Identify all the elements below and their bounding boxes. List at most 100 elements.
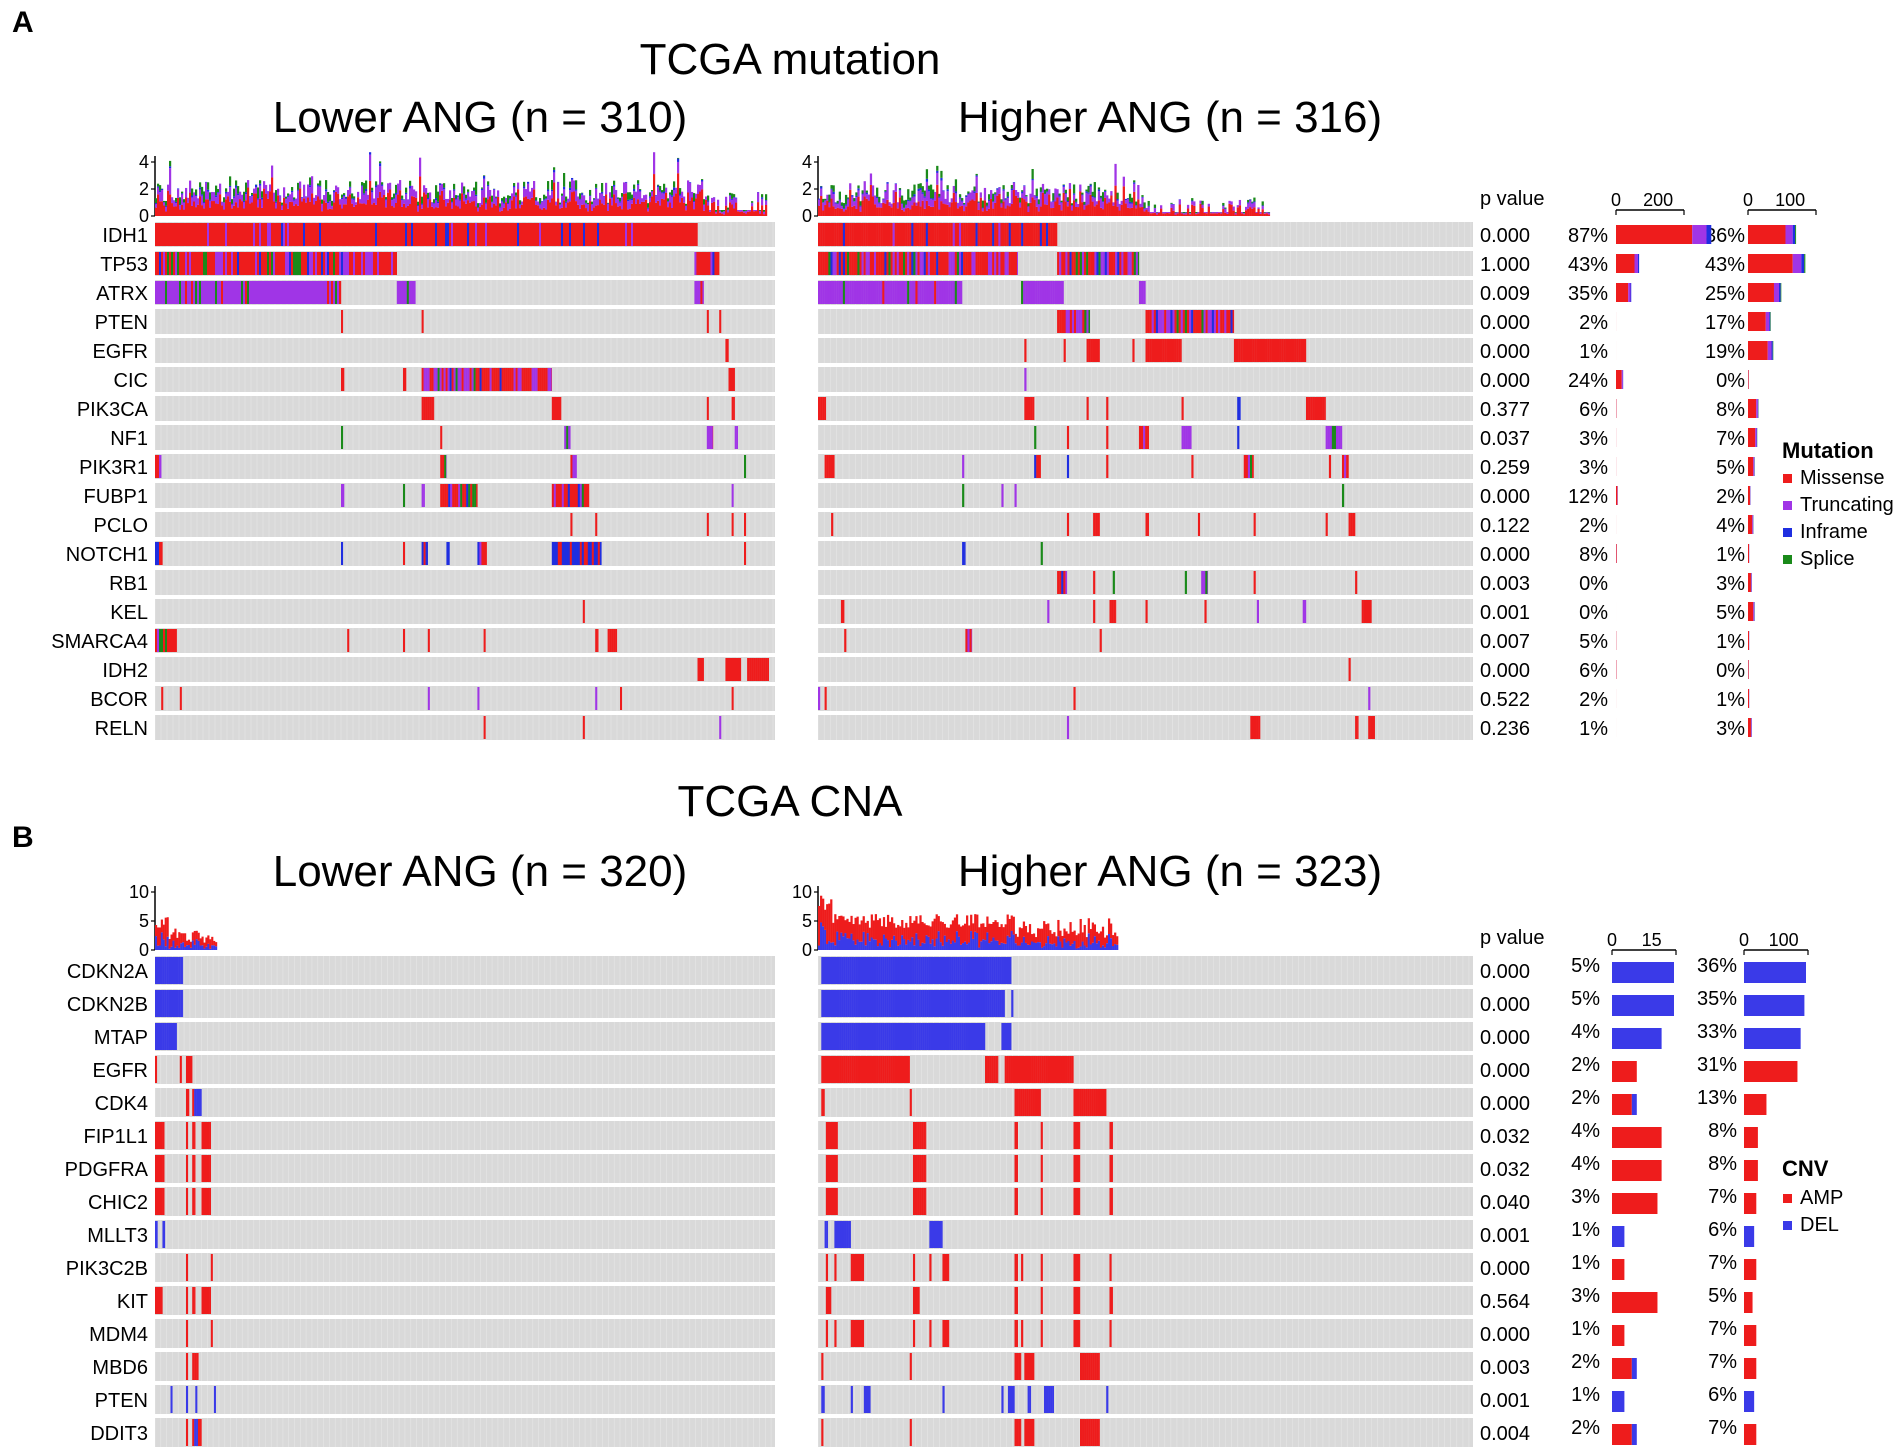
hist-bar-segment <box>411 196 414 216</box>
panel-a-row-tp53: TP53 1.000 43% 43% <box>100 251 1806 276</box>
hist-bar-segment <box>838 199 842 201</box>
hist-bar-segment <box>894 183 897 184</box>
hist-bar-segment <box>441 183 444 191</box>
hist-bar-segment <box>325 202 328 216</box>
hist-bar-segment <box>996 195 999 216</box>
lower-percent: 35% <box>1568 283 1608 305</box>
hist-bar-segment <box>603 196 606 205</box>
alteration-cell <box>169 281 172 304</box>
hist-bar-segment <box>1101 201 1105 203</box>
hist-bar-segment <box>705 196 708 200</box>
alteration-cell <box>515 368 518 391</box>
sample-grid-lower-CIC <box>154 367 774 392</box>
hist-bar-segment <box>503 202 506 204</box>
alteration-cell <box>929 223 933 246</box>
hist-bar-segment <box>888 202 891 206</box>
hist-bar-segment <box>940 170 943 178</box>
hist-bar-segment <box>459 200 462 209</box>
alteration-cell <box>1092 339 1096 362</box>
hist-bar-segment <box>741 211 744 216</box>
hist-bar-segment <box>295 198 298 205</box>
alteration-lower-CIC-3 <box>728 368 735 391</box>
alteration-cell <box>923 281 926 304</box>
hist-bar-segment <box>325 180 328 190</box>
alteration-cell <box>377 223 380 246</box>
alteration-cell <box>1090 252 1093 275</box>
hist-bar-segment <box>1077 203 1080 208</box>
alteration-cell <box>706 310 709 333</box>
alteration-cell <box>1172 310 1175 333</box>
hist-bar-segment <box>317 185 320 187</box>
alteration-cell <box>907 223 910 246</box>
hist-bar-segment <box>443 183 446 188</box>
hist-bar-segment <box>894 183 897 192</box>
alteration-cell <box>617 223 620 246</box>
hist-bar-segment <box>253 193 256 216</box>
hist-bar-segment <box>343 194 346 197</box>
hist-bar-segment <box>965 195 968 196</box>
hist-bar-segment <box>515 192 518 196</box>
alteration-cell <box>869 223 873 246</box>
hist-bar-segment <box>395 202 398 216</box>
hist-bar-segment <box>973 191 976 193</box>
hist-bar-segment <box>365 191 368 205</box>
alteration-cell <box>826 281 829 304</box>
hist-bar-segment <box>847 197 850 199</box>
hist-bar-segment <box>525 196 528 216</box>
hist-bar-segment <box>832 206 835 216</box>
hist-bar-segment <box>543 200 546 208</box>
alteration-cell <box>621 223 624 246</box>
alteration-cell <box>1166 310 1169 333</box>
hist-bar-segment <box>735 198 738 203</box>
hist-bar-segment <box>275 190 278 202</box>
hist-bar-segment <box>443 189 446 200</box>
hist-bar-segment <box>1251 201 1254 203</box>
hist-bar-segment <box>545 196 548 199</box>
hist-bar-segment <box>1000 202 1003 204</box>
hist-bar-segment <box>563 186 566 190</box>
hist-bar-segment <box>243 200 246 203</box>
hist-bar-segment <box>379 166 382 192</box>
hist-bar-segment <box>455 199 458 206</box>
hist-bar-segment <box>977 209 980 216</box>
hist-bar-segment <box>1066 202 1070 207</box>
hist-bar-segment <box>1222 206 1225 210</box>
hist-bar-segment <box>465 203 468 216</box>
hist-bar-segment <box>1164 212 1167 214</box>
sample-grid-higher-CIC <box>817 367 1472 392</box>
hist-bar-segment <box>349 186 352 188</box>
alteration-cell <box>1073 252 1076 275</box>
hist-bar-segment <box>1002 201 1005 216</box>
hist-bar-segment <box>323 195 326 201</box>
hist-bar-segment <box>1182 212 1186 214</box>
gene-label: IDH1 <box>102 225 148 247</box>
hist-bar-segment <box>527 183 530 199</box>
hist-bar-segment <box>571 177 574 180</box>
hist-bar-segment <box>317 196 320 216</box>
alteration-cell <box>695 223 698 246</box>
alteration-cell <box>379 252 382 275</box>
alteration-cell <box>925 223 929 246</box>
alteration-cell <box>225 281 228 304</box>
hist-bar-segment <box>359 199 362 204</box>
hist-bar-segment <box>537 205 540 216</box>
hist-bar-segment <box>1244 206 1248 211</box>
alteration-cell <box>177 252 180 275</box>
alteration-cell <box>1143 426 1146 449</box>
alteration-cell <box>455 223 458 246</box>
alteration-cell <box>714 252 717 275</box>
hist-bar-segment <box>1143 208 1146 212</box>
hist-bar-segment <box>958 206 962 216</box>
hist-bar-segment <box>1083 209 1086 216</box>
hist-bar-segment <box>871 185 875 197</box>
alteration-cell <box>1145 426 1148 449</box>
hist-bar-segment <box>171 203 174 216</box>
hist-bar-segment <box>884 192 887 204</box>
hist-bar-segment <box>1228 203 1231 216</box>
hist-bar-segment <box>1128 208 1132 216</box>
alteration-cell <box>1174 339 1177 362</box>
hist-bar-segment <box>987 200 991 209</box>
alteration-cell <box>279 252 282 275</box>
hist-bar-segment <box>511 193 514 201</box>
hist-bar-segment <box>561 195 564 197</box>
